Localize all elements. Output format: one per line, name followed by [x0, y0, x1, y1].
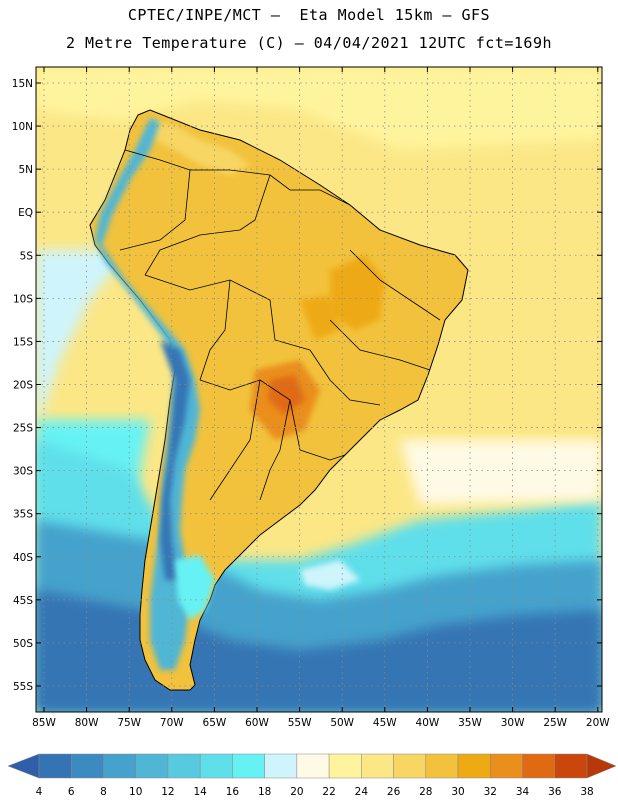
latitude-label: 10N — [12, 121, 33, 133]
colorbar-box — [425, 753, 459, 779]
latitude-labels: 15N 10N 5N EQ 5S 10S 15S 20S 25S 30S 35S 40S 45S 50S 5… — [12, 78, 34, 693]
longitude-label: 65W — [203, 717, 227, 729]
latitude-label: 45S — [13, 595, 33, 607]
map-title-line-1: CPTEC/INPE/MCT – Eta Model 15km – GFS — [127, 6, 491, 24]
longitude-label: 45W — [373, 717, 397, 729]
colorbar-box — [457, 753, 491, 779]
colorbar-box — [393, 753, 427, 779]
colorbar-box — [103, 753, 136, 779]
longitude-label: 30W — [501, 717, 525, 729]
colorbar-label: 16 — [226, 786, 240, 798]
latitude-label: 50S — [13, 638, 33, 650]
colorbar-box — [328, 753, 362, 779]
andes-cold-ridge — [95, 118, 200, 670]
colorbar-box — [264, 753, 298, 779]
latitude-label: 10S — [13, 293, 33, 305]
longitude-labels: 85W 80W 75W 70W 65W 60W 55W 50W 45W 40W 35W 30W 25W 2… — [32, 717, 610, 729]
colorbar-label: 26 — [387, 786, 401, 798]
atlantic-pale-band — [400, 440, 602, 505]
colorbar-box — [554, 753, 588, 779]
longitude-label: 60W — [245, 717, 269, 729]
country-borders — [119, 149, 441, 501]
map-field — [36, 67, 602, 712]
colorbar-label: 6 — [68, 786, 75, 798]
longitude-label: 75W — [117, 717, 141, 729]
map-frame — [35, 66, 603, 713]
colorbar-box — [296, 753, 330, 779]
latitude-label: 30S — [13, 466, 33, 478]
colorbar-label: 14 — [193, 786, 207, 798]
colorbar-label: 22 — [322, 786, 335, 798]
colorbar-box — [361, 753, 394, 779]
colorbar-label: 12 — [161, 786, 174, 798]
colorbar-label: 32 — [484, 786, 497, 798]
north-coast-mild-zone — [150, 120, 250, 175]
colorbar-arrow-left — [7, 753, 40, 779]
colorbar-label: 24 — [355, 786, 369, 798]
colorbar-box — [490, 753, 523, 779]
colorbar-label: 30 — [451, 786, 464, 798]
latitude-label: 35S — [13, 509, 33, 521]
colorbar-label: 34 — [516, 786, 530, 798]
colorbar-box — [135, 753, 169, 779]
colorbar-label: 10 — [129, 786, 142, 798]
longitude-label: 50W — [330, 717, 354, 729]
caribbean-band — [36, 67, 602, 150]
colorbar-labels: 4 6 8 10 12 14 16 18 20 22 24 26 28 30 32 34 36 38 — [36, 786, 594, 798]
colorbar-label: 38 — [580, 786, 593, 798]
colorbar: 4 6 8 10 12 14 16 18 20 22 24 26 28 30 32 34 36 38 — [7, 753, 617, 798]
graticule — [36, 67, 602, 712]
longitude-label: 35W — [458, 717, 482, 729]
colorbar-box — [167, 753, 201, 779]
longitude-label: 40W — [416, 717, 440, 729]
latitude-label: 25S — [13, 423, 33, 435]
colorbar-box — [232, 753, 265, 779]
longitude-label: 80W — [75, 717, 99, 729]
longitude-label: 70W — [160, 717, 184, 729]
colorbar-label: 36 — [548, 786, 562, 798]
andes-coldest-core — [160, 340, 190, 580]
colorbar-box — [522, 753, 556, 779]
colorbar-label: 4 — [36, 786, 43, 798]
latitude-label: 20S — [13, 379, 33, 391]
patagonia-cold-zone — [175, 555, 215, 620]
latitude-label: EQ — [18, 207, 33, 219]
axis-ticks — [36, 67, 602, 712]
colorbar-label: 20 — [290, 786, 303, 798]
colorbar-label: 28 — [419, 786, 432, 798]
latitude-label: 15S — [13, 336, 33, 348]
latitude-label: 40S — [13, 552, 33, 564]
colorbar-box — [199, 753, 233, 779]
latitude-label: 15N — [12, 78, 33, 90]
latitude-label: 5S — [20, 250, 34, 262]
hottest-zone — [268, 375, 305, 415]
longitude-label: 25W — [543, 717, 567, 729]
longitude-label: 20W — [586, 717, 610, 729]
map-title-line-2: 2 Metre Temperature (C) – 04/04/2021 12U… — [65, 34, 553, 52]
ocean-cool-patch — [300, 560, 360, 590]
latitude-label: 5N — [18, 164, 33, 176]
colorbar-box — [70, 753, 104, 779]
longitude-label: 85W — [32, 717, 56, 729]
colorbar-box — [38, 753, 72, 779]
colorbar-boxes — [7, 753, 617, 779]
longitude-label: 55W — [288, 717, 312, 729]
hot-zone-central-brazil — [330, 255, 385, 330]
colorbar-arrow-right — [586, 753, 617, 779]
pacific-cool-band — [36, 250, 130, 420]
colorbar-label: 8 — [100, 786, 107, 798]
temperature-map: 15N 10N 5N EQ 5S 10S 15S 20S 25S 30S 35S 40S 45S 50S 5… — [12, 66, 610, 729]
latitude-label: 55S — [13, 681, 33, 693]
colorbar-label: 18 — [258, 786, 271, 798]
hot-zone-mato-grosso — [300, 295, 340, 340]
